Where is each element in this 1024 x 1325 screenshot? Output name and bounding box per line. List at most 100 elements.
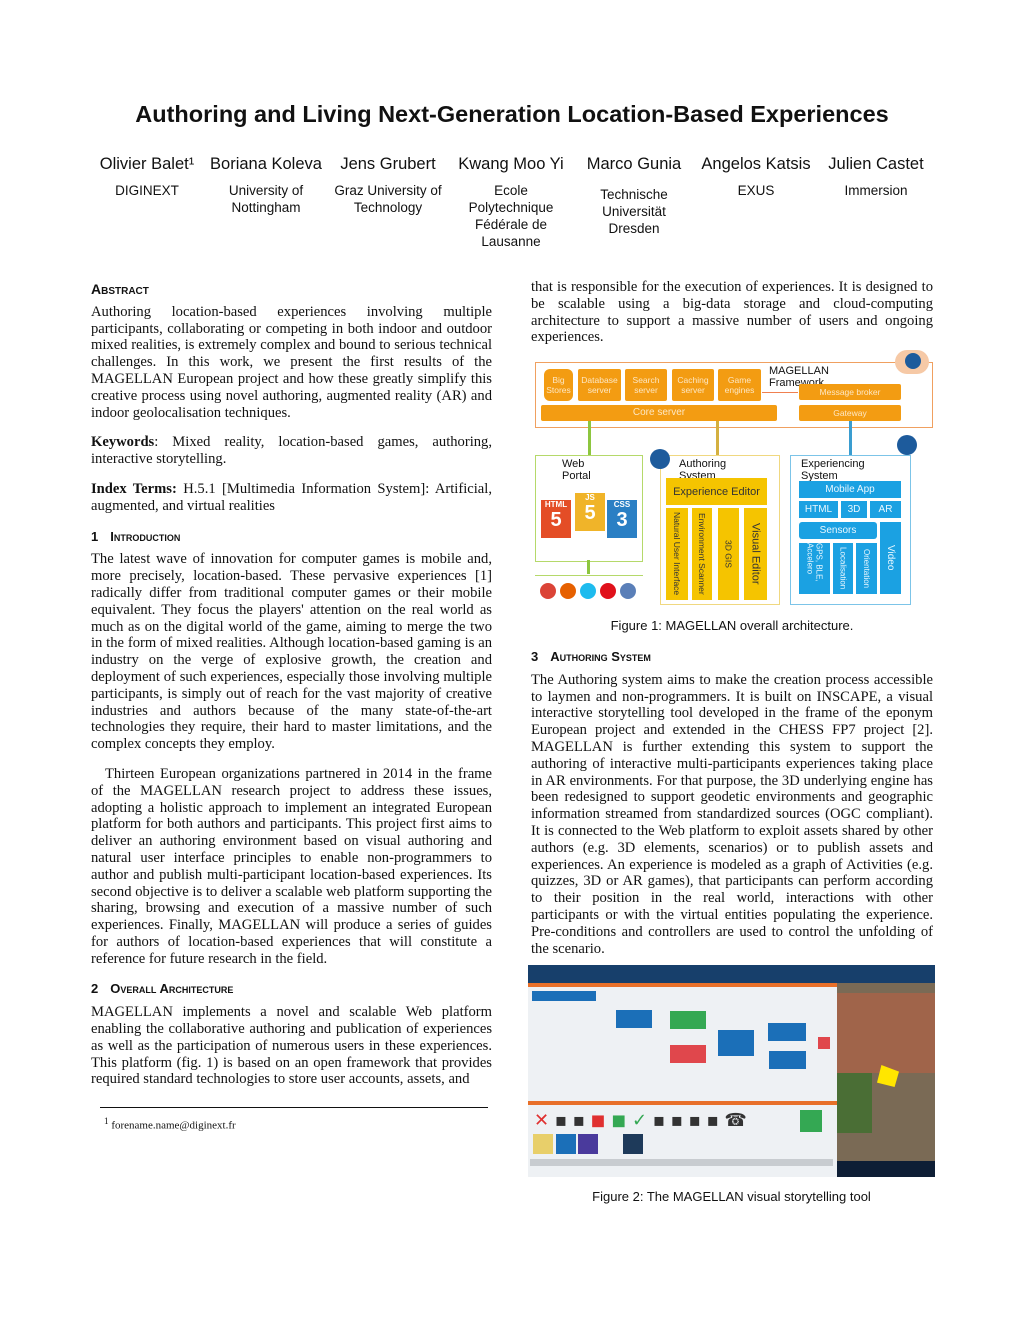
- figure-1-caption: Figure 1: MAGELLAN overall architecture.: [610, 618, 854, 633]
- abstract-heading: Abstract: [91, 281, 149, 297]
- footnote: 1 forename.name@diginext.fr: [104, 1116, 236, 1132]
- divider: [535, 575, 643, 576]
- paragraph: MAGELLAN implements a novel and scalable…: [91, 1004, 492, 1088]
- paragraph: The latest wave of innovation for comput…: [91, 551, 492, 753]
- author-affiliation: Graz University of Technology: [334, 183, 442, 215]
- author-name: Olivier Balet¹: [99, 155, 195, 173]
- module-box: Natural User Interface: [666, 508, 688, 600]
- footnote-text: forename.name@diginext.fr: [111, 1119, 236, 1132]
- orientation-box: Orientation: [856, 543, 877, 594]
- keywords: Keywords: Mixed reality, location-based …: [91, 434, 492, 468]
- index-terms: Index Terms: H.5.1 [Multimedia Informati…: [91, 481, 492, 515]
- paragraph: that is responsible for the execution of…: [531, 279, 933, 346]
- end-node: [818, 1037, 830, 1049]
- connector: [587, 560, 590, 574]
- opera-icon: [600, 583, 616, 599]
- experience-editor-box: Experience Editor: [666, 478, 767, 505]
- author: Marco Gunia Technische Universität Dresde…: [580, 155, 688, 237]
- big-stores-box: Big Stores: [544, 369, 573, 401]
- author: Angelos Katsis EXUS: [696, 155, 816, 199]
- figure-2-caption: Figure 2: The MAGELLAN visual storytelli…: [592, 1189, 871, 1204]
- section-number: 3: [531, 649, 539, 664]
- cloud-icon: [895, 350, 929, 374]
- section-number: 1: [91, 528, 99, 544]
- html5-icon: HTML 5: [541, 500, 571, 538]
- author: Julien Castet Immersion: [818, 155, 934, 199]
- core-server-box: Core server: [541, 405, 777, 421]
- author: Boriana Koleva University of Nottingham: [206, 155, 326, 216]
- ar-box: AR: [870, 501, 901, 518]
- experiencing-system-box: [790, 455, 911, 605]
- author-name: Marco Gunia: [586, 155, 682, 173]
- authoring-system-box: [660, 455, 780, 605]
- browser-icons: [540, 583, 636, 599]
- graph-node: [768, 1023, 806, 1041]
- author-name: Boriana Koleva: [210, 155, 322, 173]
- section-heading: 2 Overall Architecture: [91, 981, 492, 998]
- author-affiliation: Ecole Polytechnique Fédérale de Lausanne: [468, 183, 554, 249]
- asset-icons: ✕ ▪ ▪ ◼ ◼ ✓ ▪ ▪ ▪ ▪ ☎: [534, 1110, 747, 1131]
- keywords-label: Keywords: [91, 434, 155, 451]
- gps-box: GPS, BLE, Accelero: [799, 543, 830, 594]
- connector: [716, 421, 719, 455]
- sensors-box: Sensors: [799, 522, 877, 539]
- search-server-box: Search server: [625, 369, 667, 401]
- database-server-box: Database server: [578, 369, 621, 401]
- paper-title: Authoring and Living Next-Generation Loc…: [135, 101, 889, 127]
- footnote-rule: [100, 1107, 488, 1108]
- section-heading: 3 Authoring System: [531, 649, 933, 666]
- connector: [849, 421, 852, 455]
- author-name: Angelos Katsis: [701, 155, 811, 173]
- experiencing-logo-icon: [897, 435, 917, 455]
- 3d-box: 3D: [841, 501, 867, 518]
- framework-box: [535, 362, 933, 428]
- section-title: Authoring System: [550, 649, 651, 664]
- firefox-icon: [560, 583, 576, 599]
- author-affiliation: EXUS: [737, 183, 775, 198]
- message-broker-box: Message broker: [799, 384, 901, 400]
- connector: [588, 421, 591, 455]
- author: Kwang Moo Yi Ecole Polytechnique Fédérale…: [452, 155, 570, 250]
- game-engines-box: Game engines: [718, 369, 761, 401]
- author-name: Julien Castet: [828, 155, 924, 173]
- css3-icon: CSS 3: [607, 500, 637, 538]
- paragraph: The Authoring system aims to make the cr…: [531, 671, 933, 957]
- mobile-app-box: Mobile App: [799, 481, 901, 498]
- caching-server-box: Caching server: [672, 369, 714, 401]
- connector: [762, 392, 798, 393]
- panel-header: [528, 983, 837, 987]
- author: Jens Grubert Graz University of Technolog…: [330, 155, 446, 216]
- video-box: Video: [880, 522, 901, 594]
- html-box: HTML: [799, 501, 838, 518]
- localisation-box: Localisation: [833, 543, 853, 594]
- index-terms-label: Index Terms:: [91, 480, 177, 497]
- author-affiliation: University of Nottingham: [228, 183, 304, 215]
- right-column-top: that is responsible for the execution of…: [531, 279, 933, 346]
- module-box: Visual Editor: [744, 508, 767, 600]
- graph-node: [718, 1030, 754, 1056]
- module-box: 3D GIS: [718, 508, 739, 600]
- graph-node: [670, 1011, 706, 1029]
- experiencing-system-label: Experiencing System: [801, 458, 865, 482]
- safari-icon: [620, 583, 636, 599]
- left-column: Abstract Authoring location-based experi…: [91, 281, 492, 1088]
- section-title: Overall Architecture: [110, 981, 234, 997]
- index-terms-text: H.5.1 [Multimedia Information System]: A…: [91, 480, 492, 514]
- module-box: Environment Scanner: [692, 508, 712, 600]
- graph-node: [616, 1010, 652, 1028]
- graph-node: [769, 1051, 806, 1069]
- author-affiliation: Technische Universität Dresden: [600, 187, 668, 236]
- chrome-icon: [540, 583, 556, 599]
- author-name: Jens Grubert: [340, 155, 436, 173]
- keywords-text: : Mixed reality, location-based games, a…: [91, 434, 492, 468]
- js-icon: JS 5: [575, 493, 605, 531]
- author-name: Kwang Moo Yi: [458, 155, 564, 173]
- authoring-logo-icon: [650, 449, 670, 469]
- gateway-box: Gateway: [799, 405, 901, 421]
- ie-icon: [580, 583, 596, 599]
- footnote-mark: 1: [104, 1116, 109, 1126]
- author-affiliation: DIGINEXT: [115, 183, 179, 198]
- author: Olivier Balet¹ DIGINEXT: [88, 155, 206, 199]
- asset-browser-header: [528, 1101, 837, 1105]
